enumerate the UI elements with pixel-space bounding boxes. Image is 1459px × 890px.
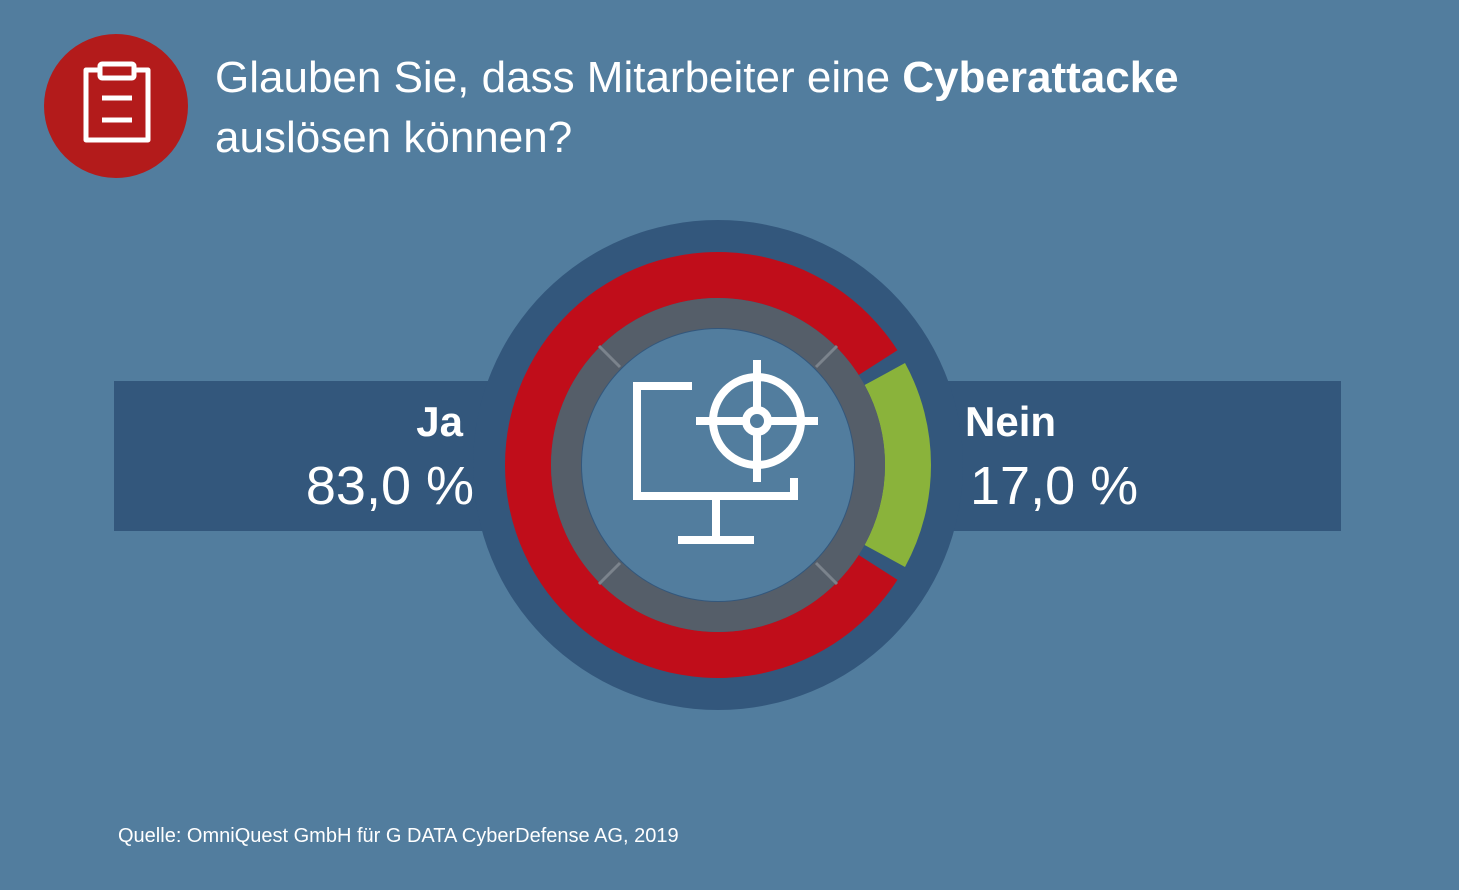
donut-slice-nein [864, 363, 931, 567]
category-label-ja: Ja [416, 398, 463, 445]
donut-slices [505, 252, 931, 679]
page-title: Glauben Sie, dass Mitarbeiter eine Cyber… [215, 52, 1179, 104]
monitor-crosshair-icon [633, 360, 818, 544]
inner-ring [551, 298, 885, 632]
title-highlight: Cyberattacke [902, 53, 1179, 102]
page-title-line2: auslösen können? [215, 113, 573, 162]
center-disc [582, 329, 854, 601]
source-note: Quelle: OmniQuest GmbH für G DATA CyberD… [118, 825, 679, 847]
value-label-ja: 83,0 % [305, 456, 474, 516]
category-label-nein: Nein [965, 398, 1057, 445]
value-label-nein: 17,0 % [970, 456, 1139, 516]
clipboard-icon [44, 34, 188, 178]
title-part1: Glauben Sie, dass Mitarbeiter eine [215, 53, 903, 102]
